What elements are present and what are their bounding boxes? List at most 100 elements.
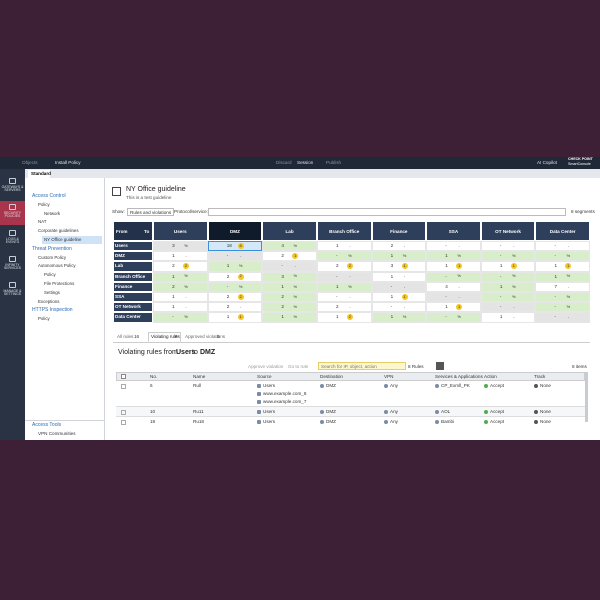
matrix-cell[interactable] xyxy=(371,241,427,252)
matrix-cell[interactable] xyxy=(480,241,536,252)
matrix-cell[interactable] xyxy=(262,281,317,292)
nav-item[interactable]: LOGS & EVENTS xyxy=(5,237,20,245)
matrix-cell[interactable] xyxy=(262,251,317,262)
matrix-cell[interactable] xyxy=(262,261,317,272)
checkbox[interactable] xyxy=(121,420,126,425)
matrix-cell[interactable] xyxy=(316,281,372,292)
nav-item[interactable]: INFINITY SERVICES xyxy=(3,263,22,271)
matrix-cell[interactable] xyxy=(480,312,536,323)
matrix-cell[interactable] xyxy=(480,251,536,262)
matrix-cell[interactable] xyxy=(535,241,590,252)
nav-item[interactable]: GATEWAYS & SERVERS xyxy=(1,185,24,193)
matrix-cell[interactable] xyxy=(480,302,536,313)
checkbox[interactable] xyxy=(121,384,126,389)
matrix-cell[interactable] xyxy=(262,271,317,282)
tree-item[interactable]: Policy xyxy=(38,201,50,207)
matrix-cell[interactable] xyxy=(426,302,481,313)
matrix-cell[interactable] xyxy=(153,271,208,282)
tree-item[interactable]: Access Control xyxy=(32,193,66,199)
matrix-cell[interactable] xyxy=(316,251,372,262)
approve[interactable]: Approve violation xyxy=(248,364,284,369)
tree-item[interactable]: Autonomous Policy xyxy=(38,263,76,269)
vpn[interactable]: VPN Communities xyxy=(38,431,76,436)
matrix-cell[interactable] xyxy=(371,312,427,323)
table-row[interactable] xyxy=(116,407,585,417)
access-tools[interactable]: Access Tools xyxy=(32,422,62,428)
matrix-cell[interactable] xyxy=(480,271,536,282)
tree-item[interactable]: Network xyxy=(44,210,61,216)
matrix-cell[interactable] xyxy=(153,312,208,323)
matrix-cell[interactable] xyxy=(535,261,590,272)
tree-item[interactable]: Policy xyxy=(38,316,50,322)
matrix-cell[interactable] xyxy=(262,302,317,313)
tree-item[interactable]: Threat Prevention xyxy=(32,245,72,252)
matrix-cell[interactable] xyxy=(153,241,208,252)
matrix-cell[interactable] xyxy=(316,261,372,272)
matrix-cell[interactable] xyxy=(371,281,427,292)
tree-item[interactable]: Settings xyxy=(44,289,60,295)
tree-item[interactable]: Corporate guidelines xyxy=(38,228,79,234)
discard[interactable]: Discard xyxy=(276,160,292,165)
matrix-cell[interactable] xyxy=(316,312,372,323)
matrix-cell[interactable] xyxy=(535,292,590,303)
matrix-cell[interactable] xyxy=(535,302,590,313)
nav-item[interactable]: MANAGE & SETTINGS xyxy=(3,289,22,297)
matrix-cell[interactable] xyxy=(316,271,372,282)
matrix-cell[interactable] xyxy=(535,312,590,323)
matrix-cell[interactable] xyxy=(371,302,427,313)
matrix-cell[interactable] xyxy=(316,302,372,313)
matrix-cell[interactable] xyxy=(207,271,263,282)
matrix-cell[interactable] xyxy=(153,281,208,292)
tab[interactable] xyxy=(148,332,181,342)
checkbox[interactable] xyxy=(121,374,126,379)
tree-item[interactable]: HTTPS Inspection xyxy=(32,307,73,314)
matrix-cell[interactable] xyxy=(262,241,317,252)
matrix-cell[interactable] xyxy=(153,251,208,262)
tree-item[interactable]: Custom Policy xyxy=(38,254,67,260)
checkbox[interactable] xyxy=(121,410,126,415)
tree-item[interactable]: File Protections xyxy=(44,281,75,286)
ai-copilot[interactable]: AI Copilot xyxy=(537,160,557,165)
matrix-cell[interactable] xyxy=(480,261,536,272)
menu-objects[interactable]: Objects xyxy=(22,160,38,165)
matrix-cell[interactable] xyxy=(535,281,590,292)
matrix-cell[interactable] xyxy=(207,241,263,252)
tab[interactable]: Standard xyxy=(28,170,51,178)
filter-btn[interactable] xyxy=(436,362,444,370)
tree-item[interactable]: Policy xyxy=(44,272,56,278)
search[interactable]: Search for IP, object, action xyxy=(318,362,406,370)
matrix-cell[interactable] xyxy=(371,261,427,272)
matrix-cell[interactable] xyxy=(262,312,317,323)
table-row[interactable] xyxy=(116,381,585,407)
matrix-cell[interactable] xyxy=(535,271,590,282)
matrix-cell[interactable] xyxy=(207,302,263,313)
matrix-cell[interactable] xyxy=(207,312,263,323)
matrix-cell[interactable] xyxy=(426,281,481,292)
matrix-cell[interactable] xyxy=(480,292,536,303)
matrix-cell[interactable] xyxy=(153,302,208,313)
matrix-cell[interactable] xyxy=(207,251,263,262)
matrix-cell[interactable] xyxy=(371,271,427,282)
matrix-cell[interactable] xyxy=(207,261,263,272)
matrix-cell[interactable] xyxy=(207,281,263,292)
matrix-cell[interactable] xyxy=(262,292,317,303)
session[interactable]: Session xyxy=(297,160,314,165)
tree-item[interactable]: Exceptions xyxy=(38,298,60,304)
matrix-cell[interactable] xyxy=(426,251,481,262)
matrix-cell[interactable] xyxy=(426,271,481,282)
matrix-cell[interactable] xyxy=(480,281,536,292)
matrix-cell[interactable] xyxy=(316,292,372,303)
matrix-cell[interactable] xyxy=(371,251,427,262)
matrix-cell[interactable] xyxy=(153,292,208,303)
install-policy[interactable]: Install Policy xyxy=(55,160,81,165)
matrix-cell[interactable] xyxy=(426,261,481,272)
matrix-cell[interactable] xyxy=(153,261,208,272)
goto[interactable]: Go to rule xyxy=(288,364,309,369)
matrix-cell[interactable] xyxy=(426,292,481,303)
matrix-cell[interactable] xyxy=(371,292,427,303)
tree-item[interactable]: NAT xyxy=(38,219,47,225)
matrix-cell[interactable] xyxy=(426,312,481,323)
tree-item[interactable]: NY Office guideline xyxy=(44,237,82,242)
matrix-cell[interactable] xyxy=(535,251,590,262)
matrix-cell[interactable] xyxy=(207,292,263,303)
